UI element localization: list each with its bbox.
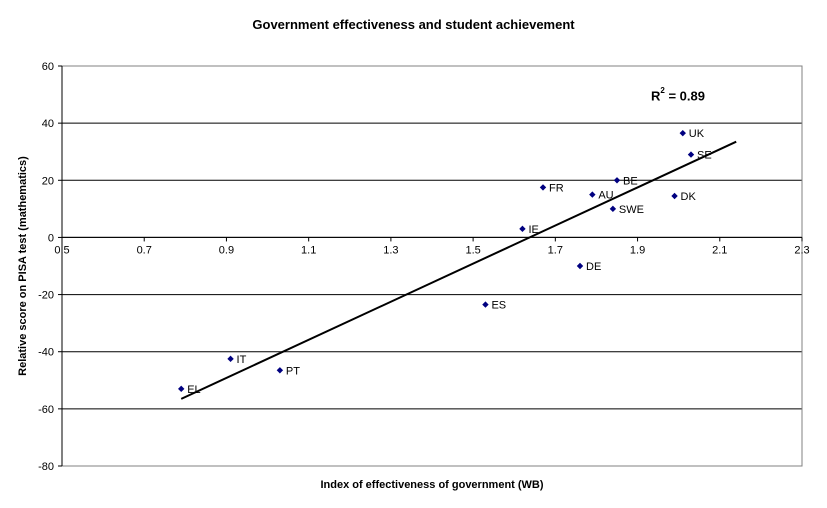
point-label-pt: PT — [286, 365, 300, 377]
r-squared-value: = 0.89 — [664, 88, 705, 104]
points-layer: EL IT PT ES IE FR DE AU SWE BE DK UK SE — [178, 128, 712, 396]
point-label-se: SE — [697, 150, 712, 162]
y-tick-label: 60 — [42, 61, 54, 73]
point-label-es: ES — [491, 300, 506, 312]
point-label-dk: DK — [681, 191, 697, 203]
y-tick-label: -80 — [38, 461, 54, 473]
data-point-uk — [679, 129, 686, 137]
y-tick-label: 0 — [48, 232, 54, 244]
r-squared-prefix: R — [651, 88, 661, 104]
grid-layer — [62, 122, 802, 410]
point-label-be: BE — [623, 175, 638, 187]
chart-title: Government effectiveness and student ach… — [252, 17, 575, 32]
data-point-it — [227, 355, 234, 363]
r-squared-exponent: 2 — [660, 86, 665, 95]
point-label-ie: IE — [528, 224, 538, 236]
x-tick-label: 0.9 — [219, 244, 234, 256]
point-label-uk: UK — [689, 128, 705, 140]
y-tick-label: -20 — [38, 290, 54, 302]
trendline — [180, 140, 737, 400]
x-axis-label: Index of effectiveness of government (WB… — [320, 479, 544, 491]
point-label-de: DE — [586, 261, 601, 273]
data-point-es — [482, 301, 489, 308]
x-tick-label: 1.3 — [383, 244, 398, 256]
x-tick-label: 1.1 — [301, 244, 316, 256]
data-point-se — [687, 151, 695, 158]
data-point-fr — [539, 184, 547, 191]
plot-area-frame — [61, 65, 803, 467]
x-tick-label: 2.3 — [794, 244, 809, 256]
data-point-pt — [276, 367, 284, 374]
y-tick-label: 20 — [42, 175, 54, 187]
y-tick-label: 40 — [42, 118, 54, 130]
point-label-el: EL — [187, 384, 200, 396]
r-squared-label: R2 = 0.89 — [651, 86, 705, 104]
x-tick-label: 2.1 — [712, 244, 727, 256]
data-point-swe — [609, 205, 617, 213]
x-tick-label: 1.5 — [465, 244, 480, 256]
trendline-layer — [180, 140, 737, 400]
y-tick-label: -40 — [38, 347, 54, 359]
data-point-el — [178, 385, 185, 393]
y-tick-label: -60 — [38, 404, 54, 416]
data-point-dk — [671, 192, 678, 200]
data-point-au — [589, 191, 596, 198]
data-point-ie — [519, 225, 526, 233]
data-point-be — [613, 177, 621, 184]
point-label-fr: FR — [549, 182, 564, 194]
x-tick-label: 1.7 — [548, 244, 563, 256]
data-point-de — [576, 262, 584, 270]
x-tick-label: 0.7 — [137, 244, 152, 256]
point-label-au: AU — [598, 190, 613, 202]
point-label-swe: SWE — [619, 204, 644, 216]
point-label-it: IT — [237, 354, 247, 366]
x-tick-label: 1.9 — [630, 244, 645, 256]
